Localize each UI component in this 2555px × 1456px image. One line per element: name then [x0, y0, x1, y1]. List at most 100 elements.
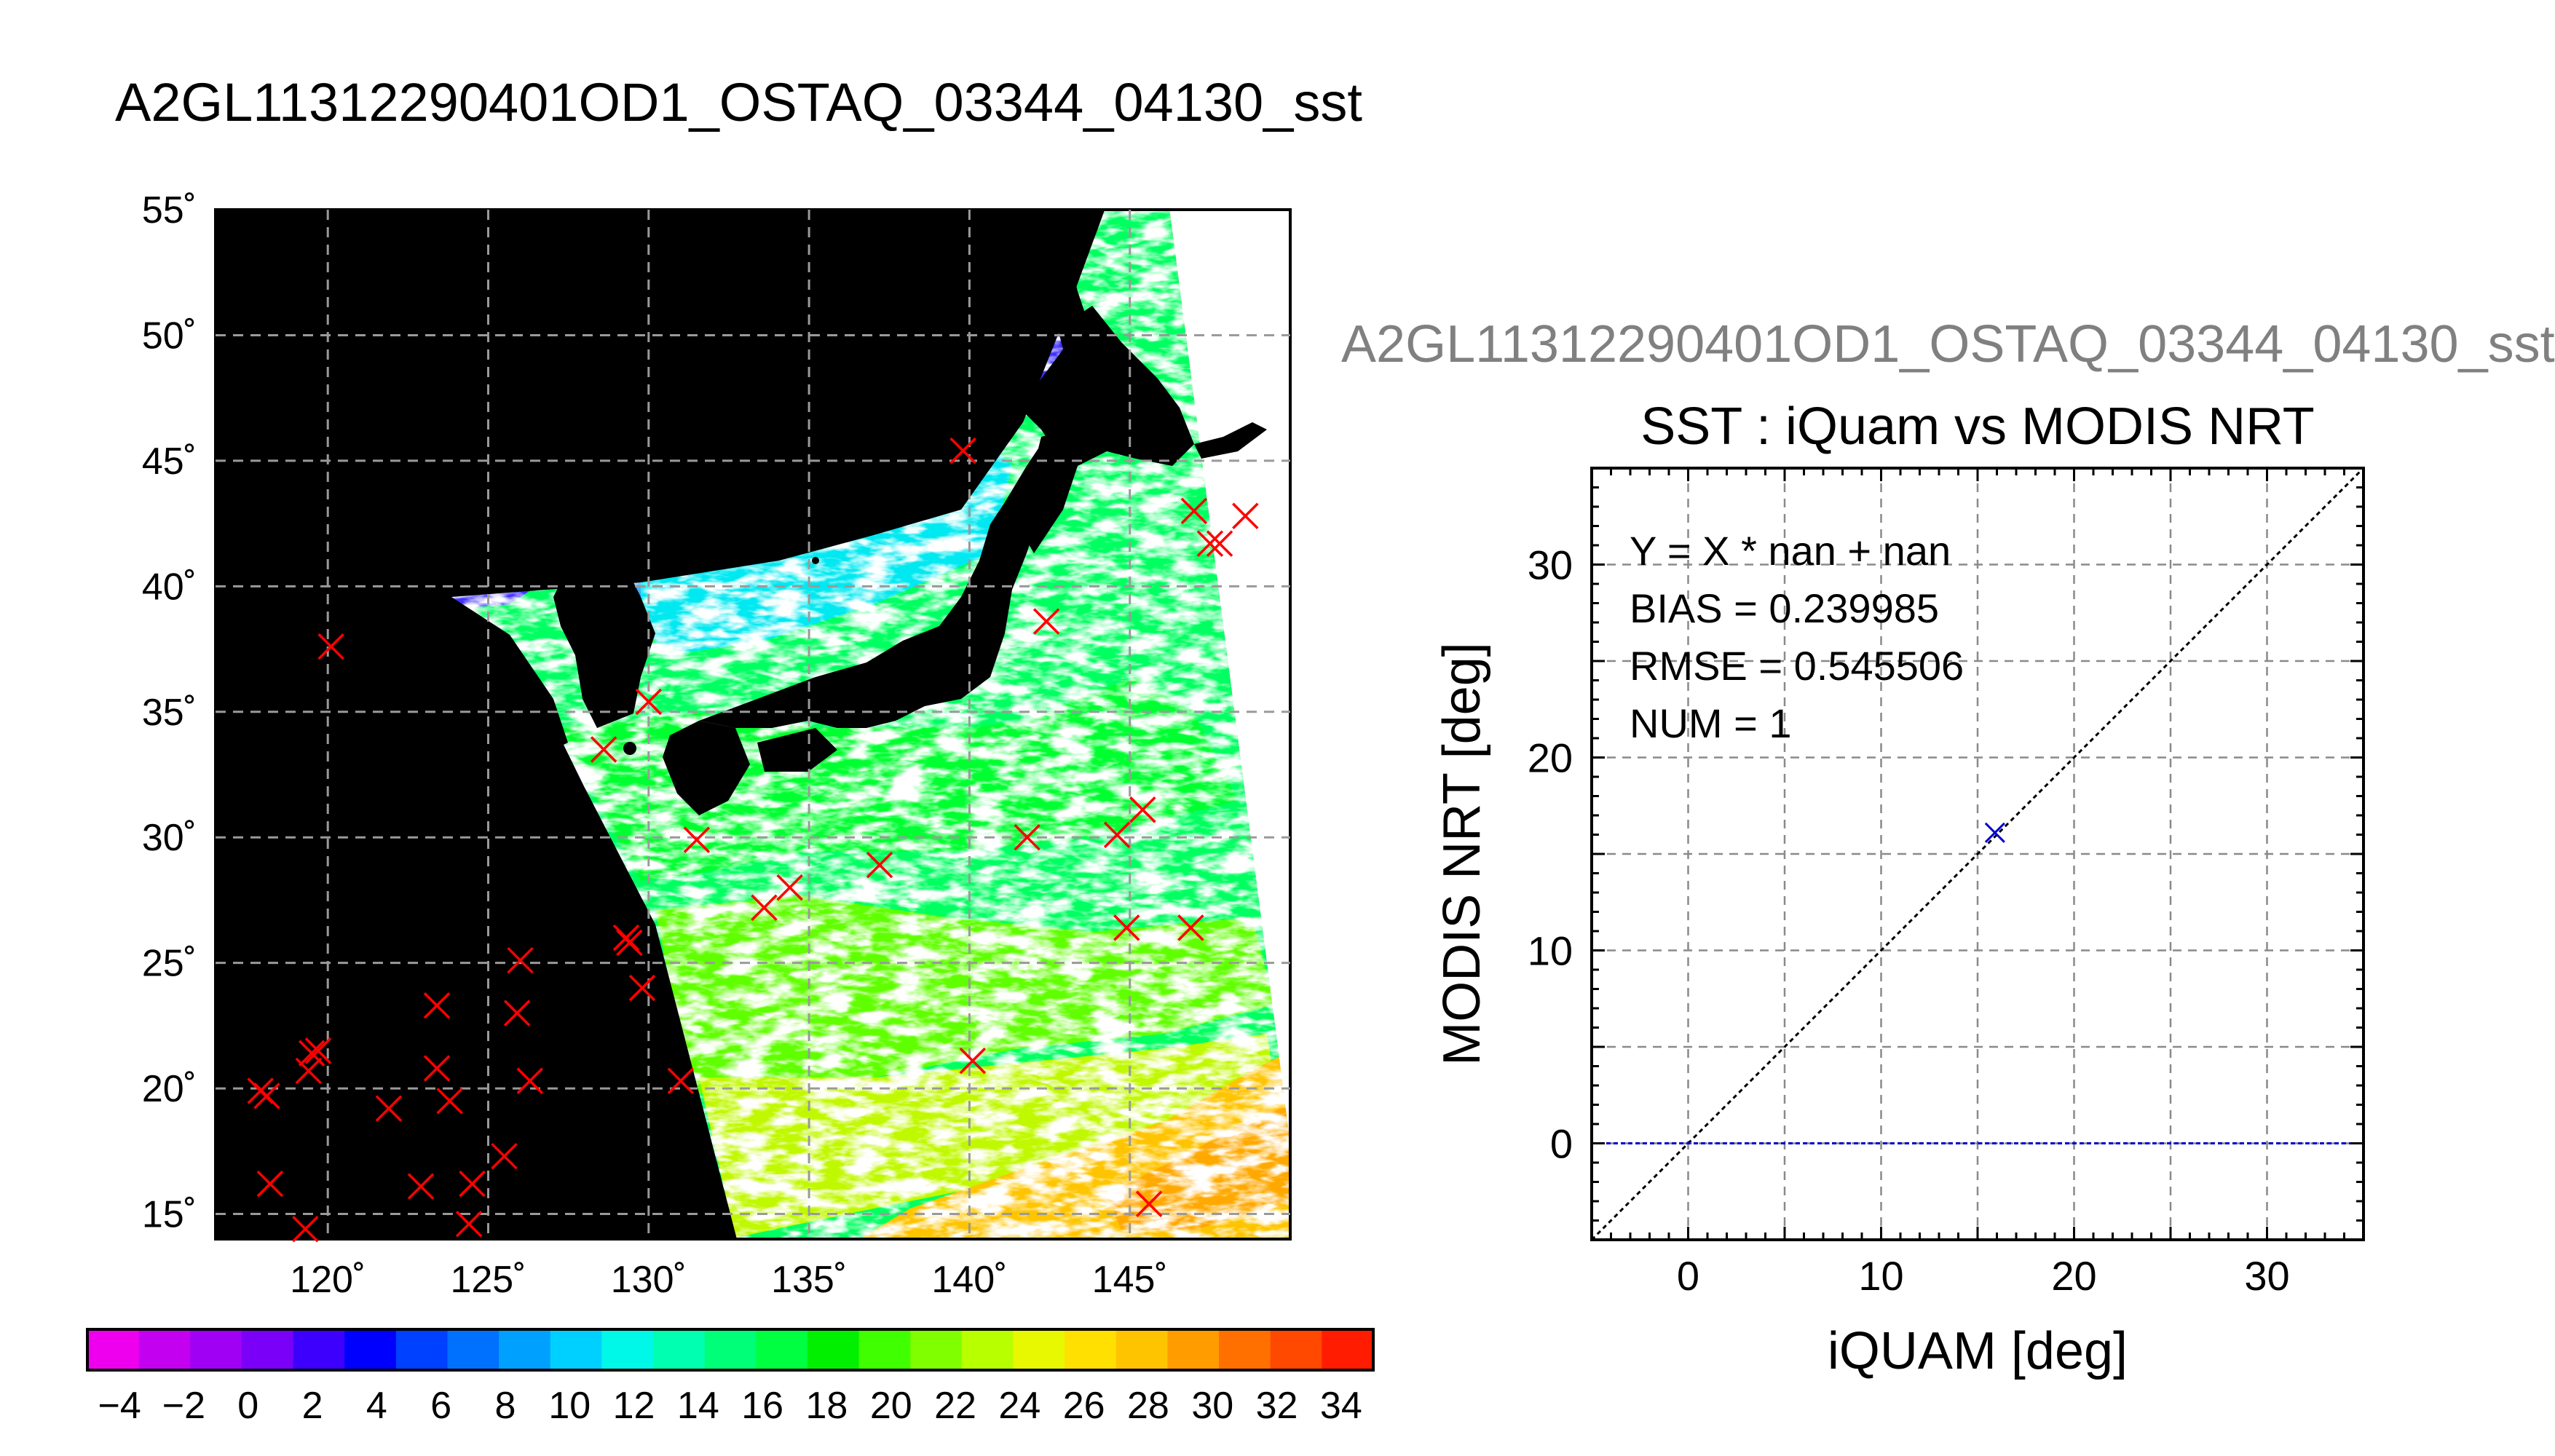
land-shikoku [757, 728, 837, 772]
map-y-tick-label: 15˚ [142, 1194, 197, 1236]
map-y-tick-label: 25˚ [142, 943, 197, 985]
marker-stroke [949, 437, 976, 464]
colorbar-cell [858, 1329, 911, 1370]
colorbar-cell [704, 1329, 757, 1370]
map-matchup-marker [1180, 497, 1208, 525]
map-y-tick-label: 55˚ [142, 189, 197, 232]
map-matchup-marker [459, 1170, 486, 1198]
map-y-tick-label: 50˚ [142, 314, 197, 357]
colorbar-cell [241, 1329, 294, 1370]
map-y-tick-label: 35˚ [142, 692, 197, 734]
scatter-stat-line: NUM = 1 [1630, 700, 1792, 746]
map-matchup-marker [751, 894, 778, 921]
map-matchup-marker [949, 437, 976, 464]
colorbar-cell [395, 1329, 448, 1370]
land-kyushu [663, 721, 750, 815]
map-x-tick-label: 135˚ [771, 1259, 847, 1301]
map-matchup-marker [1206, 530, 1233, 557]
map-matchup-marker [503, 1000, 531, 1026]
colorbar-cell [1013, 1329, 1065, 1370]
marker-stroke [1180, 497, 1208, 525]
map-y-tick-label: 20˚ [142, 1068, 197, 1110]
map-matchup-markers [247, 437, 1259, 1243]
colorbar-cell [807, 1329, 860, 1370]
colorbar-tick-label: 32 [1256, 1385, 1298, 1427]
scatter-x-tick-label: 0 [1677, 1253, 1699, 1299]
map-matchup-marker [1113, 914, 1140, 941]
colorbar-cell [293, 1329, 345, 1370]
scatter-stat-line: Y = X * nan + nan [1630, 528, 1951, 574]
map-matchup-marker [455, 1211, 483, 1238]
map-y-tick-label: 30˚ [142, 817, 197, 859]
colorbar-cells [87, 1329, 1374, 1370]
scatter-point [1984, 822, 2005, 843]
map-matchup-marker [491, 1142, 518, 1170]
colorbar-tick-label: 34 [1320, 1385, 1362, 1427]
scatter-x-tick-label: 30 [2244, 1253, 2289, 1299]
map-matchup-marker [628, 974, 656, 1002]
colorbar-tick-label: 4 [366, 1385, 387, 1427]
marker-stroke [436, 1088, 463, 1115]
marker-stroke [1232, 502, 1259, 529]
colorbar-cell [910, 1329, 963, 1370]
colorbar-cell [447, 1329, 499, 1370]
map-matchup-marker [1135, 1190, 1163, 1217]
map-matchup-marker [1032, 608, 1060, 635]
map-matchup-marker [304, 1037, 332, 1064]
map-matchup-marker [317, 633, 344, 660]
sst-map: 120˚ 125˚ 130˚ 135˚ 140˚ 145˚ 15˚ 20˚ 25˚ 30˚ 35˚ 4… [142, 189, 1292, 1301]
colorbar-tick-label: 26 [1063, 1385, 1105, 1427]
marker-stroke [866, 851, 893, 879]
marker-stroke [423, 992, 451, 1019]
map-tick-labels: 120˚ 125˚ 130˚ 135˚ 140˚ 145˚ 15˚ 20˚ 25˚ 30˚ 35˚ 4… [142, 189, 1168, 1301]
colorbar-tick-label: 12 [613, 1385, 655, 1427]
outside-swath-west [216, 210, 1105, 1239]
colorbar-tick-label: 6 [430, 1385, 451, 1427]
map-matchup-marker [298, 1040, 325, 1067]
land [451, 240, 1267, 815]
map-matchup-marker [1177, 914, 1204, 941]
land-islet-1 [812, 557, 819, 564]
marker-stroke [751, 894, 778, 921]
map-matchup-marker [616, 929, 643, 957]
colorbar-tick-label: 0 [237, 1385, 258, 1427]
land-korea [553, 553, 655, 728]
colorbar-cell [499, 1329, 551, 1370]
scatter-y-tick-label: 0 [1550, 1121, 1573, 1167]
map-matchup-marker [423, 1055, 451, 1082]
colorbar-tick-label: 30 [1191, 1385, 1233, 1427]
marker-stroke [590, 736, 617, 763]
map-y-tick-label: 45˚ [142, 440, 197, 483]
scatter-points [1984, 822, 2005, 843]
point-stroke [1984, 822, 2005, 843]
colorbar-cell [653, 1329, 706, 1370]
colorbar-cell [550, 1329, 602, 1370]
colorbar-tick-label: 24 [998, 1385, 1040, 1427]
marker-stroke [776, 874, 803, 901]
map-matchup-marker [612, 924, 640, 951]
marker-stroke [683, 826, 711, 853]
colorbar-cell [1115, 1329, 1168, 1370]
scatter-frame [1590, 467, 2365, 1241]
map-matchup-marker [436, 1088, 463, 1115]
map-matchup-marker [590, 736, 617, 763]
map-matchup-marker [292, 1215, 319, 1243]
colorbar-cell [138, 1329, 191, 1370]
marker-stroke [1206, 530, 1233, 557]
map-matchup-marker [1196, 530, 1224, 557]
colorbar-tick-label: 18 [806, 1385, 848, 1427]
marker-stroke [491, 1142, 518, 1170]
colorbar-cell [1167, 1329, 1220, 1370]
scatter-y-tick-label: 10 [1528, 928, 1573, 974]
map-matchup-marker [423, 992, 451, 1019]
map-matchup-marker [407, 1173, 435, 1200]
marker-stroke [1129, 796, 1156, 823]
map-x-tick-label: 145˚ [1092, 1259, 1168, 1301]
colorbar-cell [344, 1329, 397, 1370]
map-matchup-marker [253, 1083, 280, 1109]
land-kurils [1194, 422, 1267, 459]
land-china-coast [451, 597, 568, 757]
land-sakhalin [1049, 240, 1085, 349]
map-y-tick-label: 40˚ [142, 566, 197, 608]
scatter-x-tick-label: 10 [1858, 1253, 1903, 1299]
